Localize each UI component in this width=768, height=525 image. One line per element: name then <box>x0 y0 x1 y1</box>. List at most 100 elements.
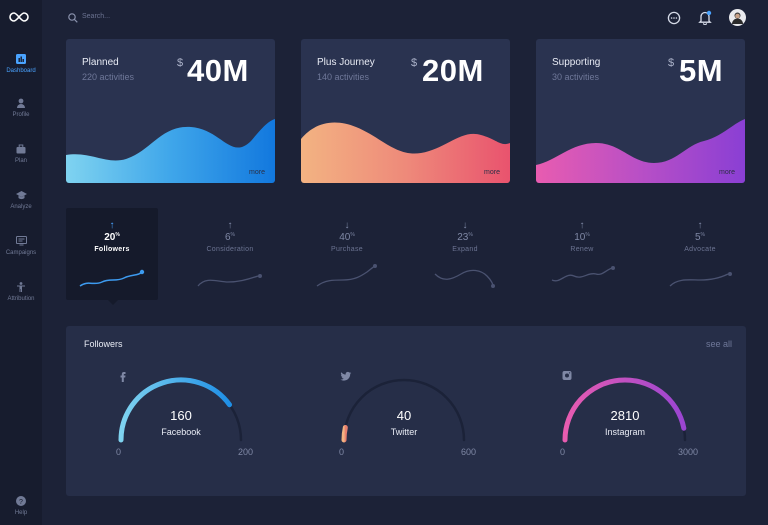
gauge-max: 600 <box>461 447 477 457</box>
card-title: Plus Journey <box>317 57 375 68</box>
sidebar-item-analyze[interactable]: Analyze <box>0 190 42 210</box>
arrow-up-icon: ↑ <box>579 220 585 231</box>
metric-followers[interactable]: ↑ 20% Followers <box>66 208 158 305</box>
metric-consideration[interactable]: ↑ 6% Consideration <box>184 208 276 300</box>
card-currency: $ <box>668 57 675 69</box>
person-icon <box>17 282 25 292</box>
chart-icon <box>16 54 26 64</box>
card-subtitle: 30 activities <box>552 72 600 82</box>
metric-label: Followers <box>94 246 130 253</box>
card-more-link[interactable]: more <box>249 169 265 176</box>
sidebar-item-label: Attribution <box>7 296 35 302</box>
gauge-name: Twitter <box>390 427 418 437</box>
arrow-up-icon: ↑ <box>109 220 115 231</box>
card-more-link[interactable]: more <box>484 169 500 176</box>
gauge-arc <box>562 377 687 443</box>
avatar[interactable] <box>729 9 746 26</box>
sidebar: Dashboard Profile Plan Analyze Campaigns… <box>0 0 42 525</box>
metric-purchase[interactable]: ↓ 40% Purchase <box>301 208 393 300</box>
arrow-up-icon: ↑ <box>697 220 703 231</box>
chat-icon[interactable] <box>667 11 681 25</box>
see-all-link[interactable]: see all <box>705 339 732 349</box>
sidebar-item-plan[interactable]: Plan <box>0 144 42 164</box>
metric-label: Purchase <box>331 246 363 253</box>
user-icon <box>17 98 25 108</box>
arrow-down-icon: ↓ <box>344 220 350 231</box>
help-label: Help <box>14 510 28 516</box>
search-icon <box>68 13 78 23</box>
monitor-icon <box>15 236 27 246</box>
metric-value: 20% <box>104 232 120 243</box>
gauge-arc <box>341 378 466 443</box>
sidebar-item-label: Dashboard <box>6 68 36 74</box>
gauge-facebook: 160 Facebook 0 200 <box>116 370 266 470</box>
gauge-min: 0 <box>560 447 566 457</box>
sidebar-item-label: Analyze <box>10 204 32 210</box>
gauge-value: 160 <box>170 408 192 423</box>
gauge-value: 40 <box>396 408 412 423</box>
gauge-value: 2810 <box>610 408 640 423</box>
card-supporting[interactable]: Supporting 30 activities $ 5M more <box>536 39 745 183</box>
metric-value: 5% <box>694 232 705 243</box>
gauge-min: 0 <box>116 447 122 457</box>
sidebar-item-label: Profile <box>12 112 30 118</box>
card-title: Supporting <box>552 57 601 68</box>
followers-panel: Followers see all 160 Facebook 0 200 40 … <box>66 326 746 496</box>
card-more-link[interactable]: more <box>719 169 735 176</box>
metric-expand[interactable]: ↓ 23% Expand <box>419 208 511 300</box>
metric-value: 23% <box>457 232 473 243</box>
instagram-icon <box>562 371 572 380</box>
svg-text:?: ? <box>19 499 23 506</box>
metric-sparkline <box>79 269 145 287</box>
sidebar-item-dashboard[interactable]: Dashboard <box>0 54 42 74</box>
sidebar-item-profile[interactable]: Profile <box>0 98 42 118</box>
gauge-name: Facebook <box>161 427 201 437</box>
metric-value: 10% <box>574 232 590 243</box>
card-subtitle: 220 activities <box>82 72 135 82</box>
gauge-min: 0 <box>339 447 345 457</box>
card-wave <box>66 119 275 183</box>
card-currency: $ <box>177 57 184 69</box>
bell-icon[interactable] <box>698 10 712 25</box>
metric-label: Consideration <box>206 246 254 253</box>
gauge-name: Instagram <box>604 427 646 437</box>
help-button[interactable]: ? Help <box>0 496 42 516</box>
graduation-icon <box>15 191 27 200</box>
search-input[interactable]: Search... <box>82 13 111 20</box>
sidebar-item-label: Campaigns <box>5 250 37 256</box>
gauge-arc <box>118 377 243 443</box>
card-amount: 5M <box>679 53 724 88</box>
sidebar-item-campaigns[interactable]: Campaigns <box>0 236 42 256</box>
metric-label: Renew <box>570 246 594 253</box>
gauge-twitter: 40 Twitter 0 600 <box>339 370 489 470</box>
metric-sparkline <box>197 274 262 287</box>
panel-title: Followers <box>84 339 123 349</box>
metric-label: Expand <box>452 246 478 253</box>
metric-sparkline <box>551 266 615 282</box>
metric-sparkline <box>434 269 495 288</box>
metric-label: Advocate <box>684 246 716 253</box>
twitter-icon <box>340 371 352 381</box>
metric-sparkline <box>316 264 377 287</box>
card-amount: 40M <box>187 53 249 88</box>
briefcase-icon <box>16 144 26 154</box>
card-wave <box>536 119 745 183</box>
card-plus-journey[interactable]: Plus Journey 140 activities $ 20M more <box>301 39 510 183</box>
card-wave <box>301 122 510 183</box>
sidebar-item-label: Plan <box>14 158 27 164</box>
arrow-down-icon: ↓ <box>462 220 468 231</box>
card-title: Planned <box>82 57 119 68</box>
arrow-up-icon: ↑ <box>227 220 233 231</box>
card-currency: $ <box>411 57 418 69</box>
logo-icon[interactable] <box>8 10 30 24</box>
gauge-max: 3000 <box>678 447 699 457</box>
help-icon: ? <box>16 496 26 506</box>
card-planned[interactable]: Planned 220 activities $ 40M more <box>66 39 275 183</box>
facebook-icon <box>120 372 126 382</box>
gauge-max: 200 <box>238 447 254 457</box>
metric-advocate[interactable]: ↑ 5% Advocate <box>654 208 746 300</box>
metric-renew[interactable]: ↑ 10% Renew <box>536 208 628 300</box>
search-bar[interactable]: Search... <box>68 12 268 24</box>
sidebar-item-attribution[interactable]: Attribution <box>0 282 42 302</box>
metric-value: 6% <box>224 232 235 243</box>
